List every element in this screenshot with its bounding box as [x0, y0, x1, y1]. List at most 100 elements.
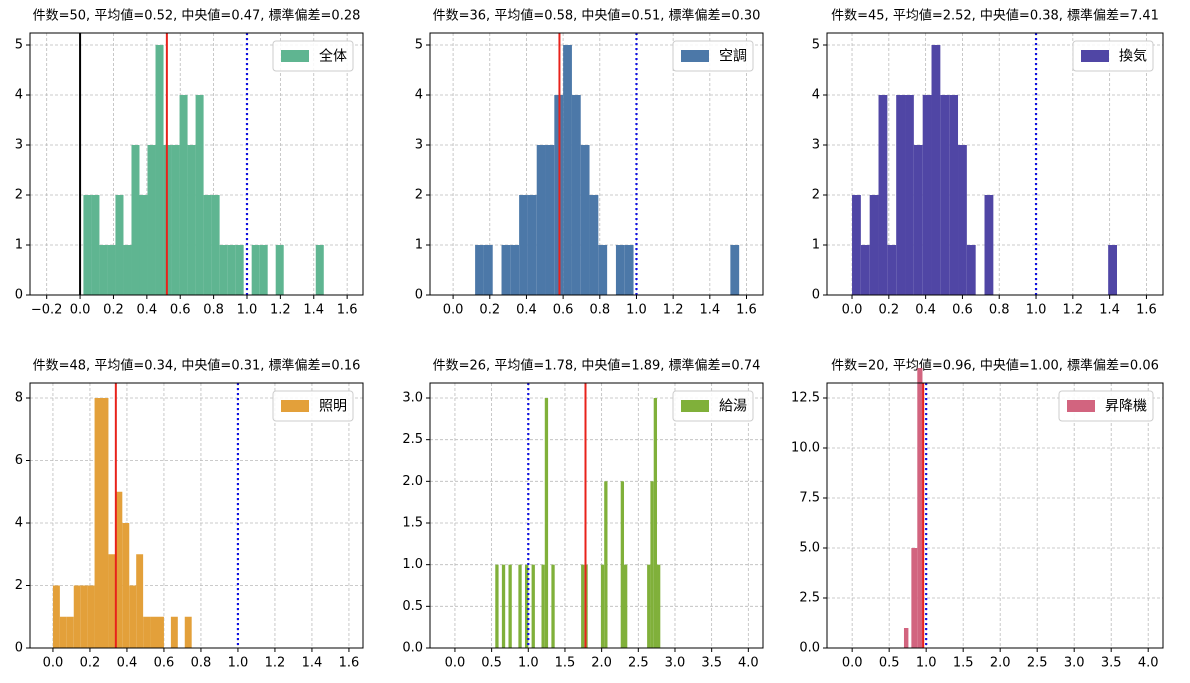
x-tick-label: 1.0 [916, 656, 937, 671]
x-tick-label: 0.2 [103, 303, 124, 318]
bar [483, 245, 493, 295]
x-tick-label: 3.0 [665, 656, 686, 671]
x-tick-label: 1.0 [518, 656, 539, 671]
bar [259, 245, 268, 295]
bar [219, 245, 228, 295]
y-tick-label: 5 [812, 38, 820, 53]
bar [852, 195, 861, 295]
x-tick-label: 1.0 [237, 303, 258, 318]
y-tick-label: 0 [415, 288, 423, 303]
panel-title: 件数=20, 平均値=0.96, 中央値=1.00, 標準偏差=0.06 [831, 358, 1159, 374]
bar [83, 195, 92, 295]
bar [195, 95, 204, 295]
x-tick-label: 0.0 [43, 656, 64, 671]
x-tick-label: 1.2 [663, 303, 684, 318]
y-tick-label: 2.0 [402, 474, 423, 489]
x-tick-label: 0.4 [516, 303, 537, 318]
x-tick-label: 0.6 [154, 656, 175, 671]
x-tick-label: 0.4 [117, 656, 138, 671]
bar [251, 245, 260, 295]
panel-title: 件数=45, 平均値=2.52, 中央値=0.38, 標準偏差=7.41 [831, 8, 1159, 24]
y-tick-label: 1 [415, 238, 423, 253]
panel: 件数=50, 平均値=0.52, 中央値=0.47, 標準偏差=0.28 −0.2… [15, 8, 364, 318]
x-tick-label: 2.0 [990, 656, 1011, 671]
panel-title: 件数=26, 平均値=1.78, 中央値=1.89, 標準偏差=0.74 [433, 358, 761, 374]
x-tick-label: 1.4 [302, 656, 323, 671]
x-tick-label: 4.0 [1138, 656, 1159, 671]
legend-swatch [281, 50, 309, 62]
y-tick-label: 12.5 [791, 391, 820, 406]
bar [647, 564, 651, 648]
axes-frame [429, 32, 764, 296]
bar [580, 145, 590, 295]
bar [94, 398, 102, 648]
bar [650, 481, 654, 648]
bar [235, 245, 244, 295]
bar [524, 564, 529, 648]
x-tick-label: 0.5 [481, 656, 502, 671]
bar [940, 95, 950, 295]
panel: 件数=36, 平均値=0.58, 中央値=0.51, 標準偏差=0.30 0.0 0… [415, 8, 764, 318]
bar [123, 245, 132, 295]
panel-title: 件数=48, 平均値=0.34, 中央値=0.31, 標準偏差=0.16 [33, 358, 361, 374]
x-tick-label: 3.0 [1064, 656, 1085, 671]
legend-swatch [681, 400, 709, 412]
bar [571, 95, 581, 295]
bar [615, 245, 625, 295]
x-tick-label: 1.2 [1062, 303, 1083, 318]
x-tick-label: 3.5 [1101, 656, 1122, 671]
x-tick-label: −0.2 [31, 303, 63, 318]
y-tick-label: 2 [15, 188, 23, 203]
y-tick-label: 0 [15, 288, 23, 303]
x-tick-label: 0.8 [191, 656, 212, 671]
bar [589, 195, 599, 295]
bar [275, 245, 284, 295]
axes-frame [826, 32, 1164, 296]
bar [519, 195, 528, 295]
bar [87, 585, 95, 648]
bar [495, 564, 499, 648]
legend-label: 照明 [319, 399, 347, 415]
x-tick-label: 0.0 [842, 303, 863, 318]
panel: 件数=48, 平均値=0.34, 中央値=0.31, 標準偏差=0.16 0.0 0… [15, 358, 364, 671]
axes-frame [29, 32, 364, 296]
y-tick-label: 8 [15, 391, 23, 406]
bar [600, 564, 605, 648]
y-tick-label: 1.0 [402, 557, 423, 572]
legend-label: 空調 [719, 49, 747, 65]
legend-box [672, 40, 754, 72]
legend-box [272, 40, 354, 72]
legend-swatch [1081, 50, 1109, 62]
legend-label: 昇降機 [1105, 399, 1147, 415]
y-tick-label: 0.5 [402, 599, 423, 614]
x-tick-label: 1.2 [270, 303, 291, 318]
y-tick-label: 4 [15, 88, 23, 103]
y-tick-label: 5.0 [799, 541, 820, 556]
bar [52, 585, 60, 648]
bar [563, 45, 572, 295]
bar [917, 368, 923, 648]
bar [501, 245, 511, 295]
y-tick-label: 1 [812, 238, 820, 253]
bar [949, 95, 959, 295]
bar [129, 585, 137, 648]
legend-label: 給湯 [719, 398, 747, 415]
bar [131, 145, 140, 295]
bar [59, 616, 67, 648]
bar [984, 195, 994, 295]
y-tick-label: 3 [812, 138, 820, 153]
bar [475, 245, 484, 295]
x-tick-label: 1.6 [1136, 303, 1157, 318]
x-tick-label: 0.8 [589, 303, 610, 318]
y-tick-label: 2 [415, 188, 423, 203]
x-tick-label: 1.4 [1099, 303, 1120, 318]
bar [518, 564, 522, 648]
y-tick-label: 5 [15, 38, 23, 53]
x-tick-label: 0.6 [553, 303, 574, 318]
bar [922, 95, 932, 295]
legend-box [1072, 40, 1154, 72]
x-tick-label: 0.4 [136, 303, 157, 318]
x-tick-label: 1.0 [626, 303, 647, 318]
bar [150, 616, 158, 648]
y-tick-label: 5 [415, 38, 423, 53]
